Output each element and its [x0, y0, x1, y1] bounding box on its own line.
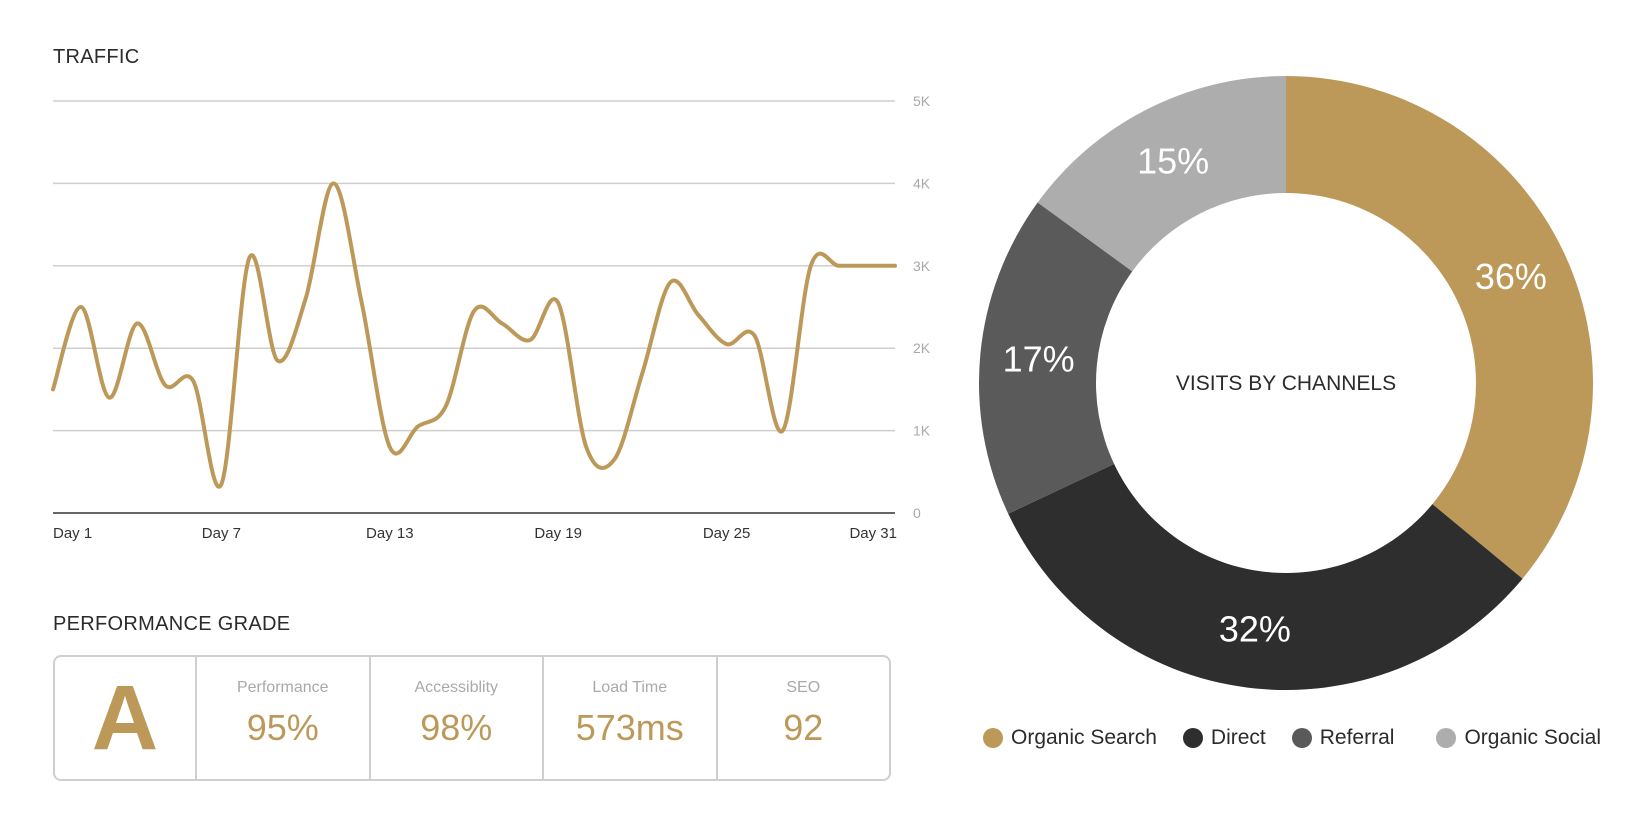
x-tick-label: Day 19	[534, 525, 582, 542]
legend-item-organic-social: Organic Social	[1436, 726, 1601, 750]
slice-organic-search	[1286, 76, 1593, 579]
metric-label: Accessiblity	[414, 679, 499, 696]
legend-item-referral: Referral	[1291, 726, 1395, 750]
traffic-line-chart: 0 1K 2K 3K 4K 5K Day 1 Day 7 Day 13 Day 19 Day 25 D…	[51, 93, 931, 542]
metric-value: 95%	[246, 707, 319, 748]
legend-swatch	[983, 728, 1003, 748]
y-tick-label: 4K	[913, 175, 931, 191]
metric-value: 98%	[420, 707, 493, 748]
slice-value-label: 32%	[1219, 609, 1291, 650]
legend-item-organic-search: Organic Search	[983, 726, 1157, 750]
y-tick-label: 1K	[913, 423, 931, 439]
x-tick-label: Day 13	[366, 525, 414, 542]
metric-accessibility: Accessiblity 98%	[368, 657, 543, 779]
donut-center-title: VISITS BY CHANNELS	[1176, 372, 1396, 395]
grade-letter: A	[91, 667, 159, 769]
slice-referral	[979, 202, 1133, 514]
metric-value: 573ms	[575, 707, 684, 748]
legend-swatch	[1291, 728, 1312, 748]
performance-grade-title: PERFORMANCE GRADE	[53, 613, 291, 635]
traffic-title: TRAFFIC	[53, 46, 140, 68]
slice-value-label: 15%	[1137, 141, 1209, 182]
legend-swatch	[1436, 728, 1457, 748]
y-tick-label: 3K	[913, 258, 931, 274]
slice-direct	[1008, 463, 1523, 691]
x-tick-label: Day 1	[53, 525, 92, 542]
slice-organic-social	[1037, 76, 1286, 272]
legend-label: Organic Search	[1011, 726, 1157, 749]
x-tick-label: Day 25	[703, 525, 751, 542]
legend-label: Direct	[1210, 726, 1266, 749]
slice-value-label: 17%	[1003, 339, 1075, 380]
y-tick-label: 0	[913, 505, 921, 521]
metric-label: SEO	[786, 679, 821, 696]
x-tick-label: Day 31	[849, 525, 897, 542]
y-tick-label: 2K	[913, 340, 931, 356]
legend-label: Referral	[1319, 726, 1395, 749]
metric-load-time: Load Time 573ms	[542, 657, 716, 779]
metric-seo: SEO 92	[715, 657, 890, 779]
metric-label: Load Time	[592, 679, 668, 696]
legend-swatch	[1182, 728, 1203, 748]
metric-value: 92	[783, 707, 824, 748]
donut-legend: Organic Search Direct Referral Organic S…	[983, 726, 1601, 750]
performance-card: A Performance 95% Accessiblity 98% Load …	[53, 655, 891, 781]
slice-value-label: 36%	[1475, 256, 1547, 297]
traffic-series-line	[51, 181, 897, 489]
legend-item-direct: Direct	[1182, 726, 1266, 750]
legend-label: Organic Social	[1464, 726, 1602, 749]
y-tick-label: 5K	[913, 93, 931, 109]
metric-label: Performance	[236, 679, 329, 696]
x-tick-label: Day 7	[202, 525, 241, 542]
metric-performance: Performance 95%	[195, 657, 369, 779]
grade-cell: A	[55, 657, 195, 779]
